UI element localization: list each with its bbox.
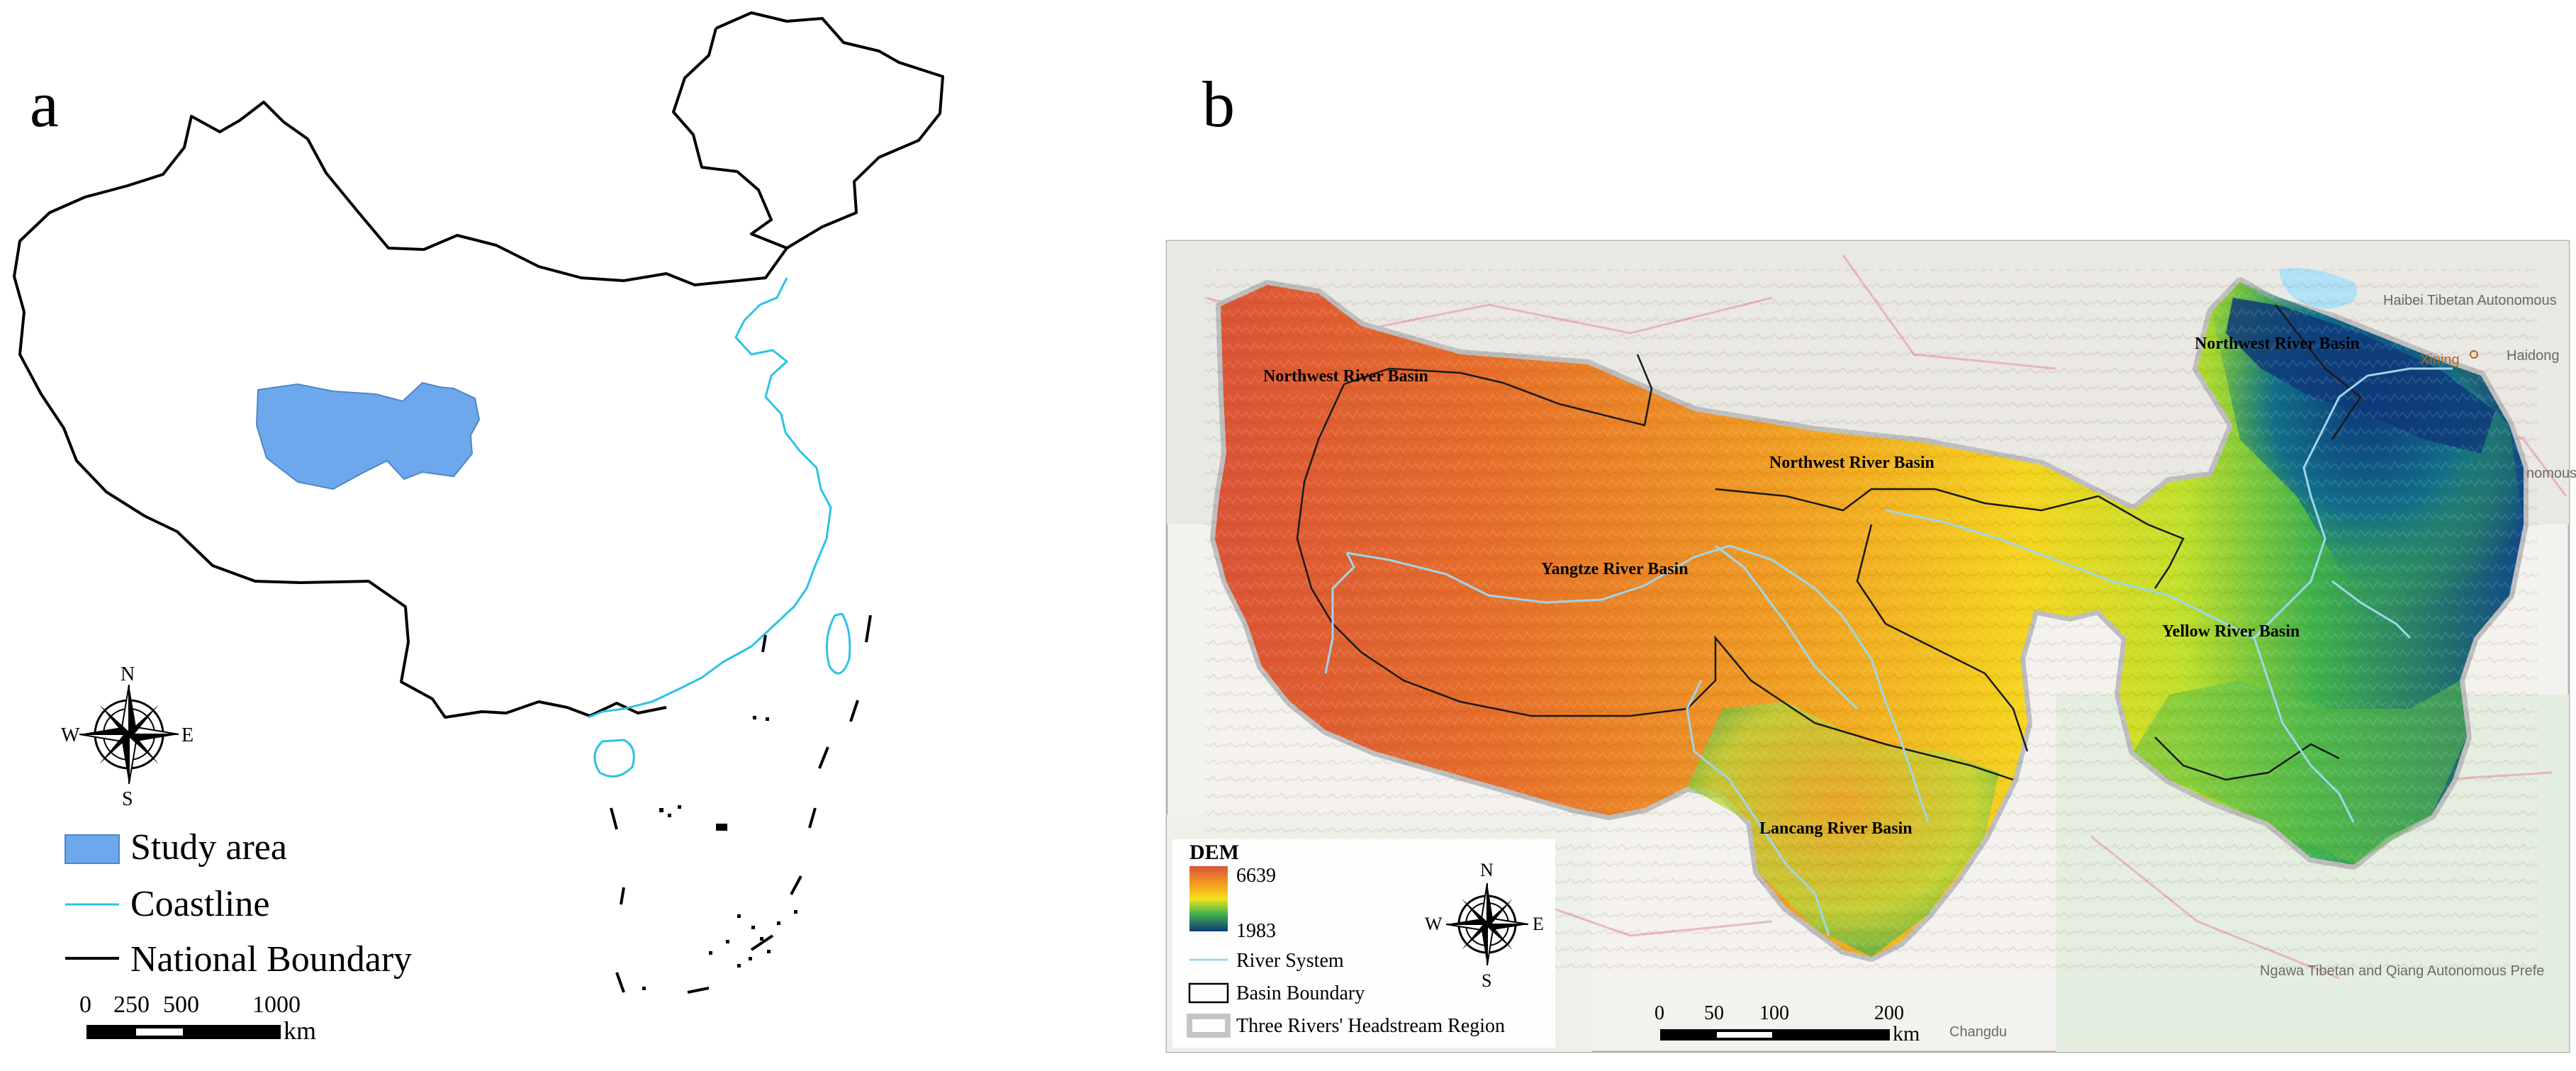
scale-a-unit: km xyxy=(284,1016,316,1045)
legend-study-area-label: Study area xyxy=(130,827,287,868)
legend-b-box xyxy=(1172,839,1555,1048)
legend-study-area-swatch xyxy=(65,834,120,864)
legend-coastline-label: Coastline xyxy=(130,884,269,924)
study-area-polygon xyxy=(255,381,481,490)
compass-a xyxy=(79,684,179,785)
taiwan-island xyxy=(825,612,851,675)
legend-basin-label: Basin Boundary xyxy=(1236,982,1365,1004)
scale-a-t1: 250 xyxy=(113,992,150,1018)
place-nomous: nomous xyxy=(2526,466,2576,481)
place-xining: Xining xyxy=(2420,352,2460,368)
label-lancang: Lancang River Basin xyxy=(1759,819,1913,838)
label-northwest-1: Northwest River Basin xyxy=(1263,367,1428,386)
panel-a: a xyxy=(13,11,944,1045)
label-yangtze: Yangtze River Basin xyxy=(1541,560,1689,578)
compass-a-e: E xyxy=(181,724,194,746)
scale-a-t0: 0 xyxy=(79,992,91,1018)
compass-b-e: E xyxy=(1533,914,1544,934)
legend-dem-min: 1983 xyxy=(1236,920,1276,942)
place-haibei: Haibei Tibetan Autonomous xyxy=(2383,293,2557,308)
dem-study-area xyxy=(1205,269,2538,978)
scale-bar-a xyxy=(86,1025,281,1039)
scale-b-unit: km xyxy=(1893,1022,1920,1045)
label-northwest-3: Northwest River Basin xyxy=(2195,335,2360,353)
label-yellow: Yellow River Basin xyxy=(2162,622,2300,641)
compass-b-w: W xyxy=(1425,914,1443,934)
compass-a-n: N xyxy=(121,663,135,685)
river-system xyxy=(1324,367,2453,936)
compass-b-n: N xyxy=(1480,860,1494,880)
label-northwest-2: Northwest River Basin xyxy=(1769,454,1934,472)
legend-dem-title: DEM xyxy=(1189,841,1239,864)
panel-a-label: a xyxy=(30,68,59,140)
coastline xyxy=(588,277,832,719)
xining-marker xyxy=(2470,350,2478,359)
panel-b: b xyxy=(1165,68,2576,1053)
south-china-sea-inset xyxy=(610,615,872,994)
legend-region-swatch xyxy=(1187,1014,1231,1038)
scale-bar-b xyxy=(1660,1029,1890,1041)
scale-b-t1: 50 xyxy=(1704,1002,1724,1024)
scale-b-t3: 200 xyxy=(1874,1002,1904,1024)
hainan-island xyxy=(593,739,635,778)
legend-river-label: River System xyxy=(1236,950,1344,972)
scale-b-t0: 0 xyxy=(1654,1002,1664,1024)
scale-b-t2: 100 xyxy=(1759,1002,1789,1024)
basin-boundaries xyxy=(1296,304,2362,781)
scale-a-t2: 500 xyxy=(163,992,199,1018)
place-haidong: Haidong xyxy=(2507,348,2560,364)
scs-islands xyxy=(642,716,797,990)
legend-dem-ramp xyxy=(1189,866,1228,931)
scale-a-t3: 1000 xyxy=(252,992,301,1018)
legend-boundary-label: National Boundary xyxy=(130,939,412,980)
compass-b xyxy=(1445,882,1529,966)
legend-dem-max: 6639 xyxy=(1236,865,1276,887)
legend-region-label: Three Rivers' Headstream Region xyxy=(1236,1015,1505,1037)
national-boundary xyxy=(13,11,944,719)
place-ngawa: Ngawa Tibetan and Qiang Autonomous Prefe xyxy=(2260,963,2544,979)
compass-b-s: S xyxy=(1482,970,1491,991)
compass-a-s: S xyxy=(122,788,133,810)
compass-a-w: W xyxy=(61,724,80,746)
legend-basin-swatch xyxy=(1188,982,1229,1004)
panel-b-label: b xyxy=(1202,68,1235,140)
national-boundary-ne xyxy=(672,28,788,249)
place-changdu: Changdu xyxy=(1949,1024,2007,1040)
